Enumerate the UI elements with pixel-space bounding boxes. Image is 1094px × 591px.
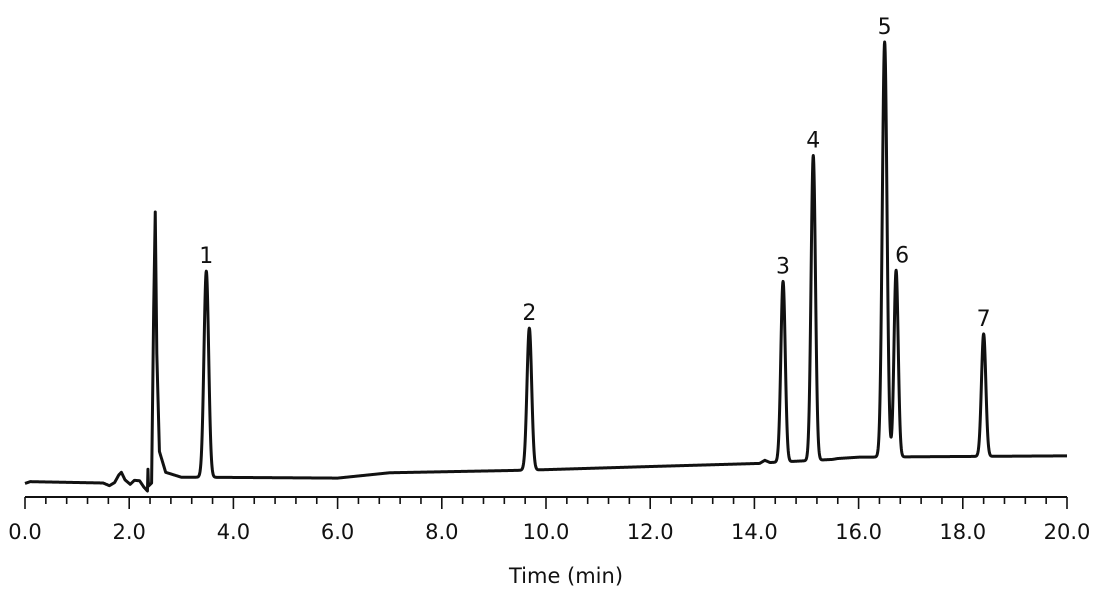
chromatogram-trace bbox=[23, 40, 1069, 493]
peak-label-7: 7 bbox=[977, 307, 991, 332]
x-tick-label: 14.0 bbox=[731, 520, 778, 544]
x-tick-label: 2.0 bbox=[112, 520, 145, 544]
x-axis: 0.0 2.0 4.0 6.0 8.0 10.0 12.0 14.0 16.0 18.0 20.0 bbox=[8, 496, 1090, 544]
peak-label-1: 1 bbox=[199, 244, 213, 269]
x-tick-label: 18.0 bbox=[939, 520, 986, 544]
x-tick-label: 12.0 bbox=[627, 520, 674, 544]
peak-label-4: 4 bbox=[806, 128, 820, 153]
x-tick-label: 20.0 bbox=[1044, 520, 1091, 544]
x-tick-label: 0.0 bbox=[8, 520, 41, 544]
x-axis-title: Time (min) bbox=[508, 564, 623, 588]
peak-label-3: 3 bbox=[776, 254, 790, 279]
peak-label-6: 6 bbox=[895, 243, 909, 268]
peak-labels: 1 2 3 4 5 6 7 bbox=[199, 15, 990, 332]
x-tick-label: 16.0 bbox=[835, 520, 882, 544]
x-tick-label: 6.0 bbox=[321, 520, 354, 544]
x-tick-label: 4.0 bbox=[217, 520, 250, 544]
peak-label-5: 5 bbox=[878, 15, 892, 40]
peak-label-2: 2 bbox=[522, 301, 536, 326]
x-axis-ticks: 0.0 2.0 4.0 6.0 8.0 10.0 12.0 14.0 16.0 18.0 20.0 bbox=[8, 497, 1090, 544]
x-tick-label: 8.0 bbox=[425, 520, 458, 544]
x-tick-label: 10.0 bbox=[523, 520, 570, 544]
